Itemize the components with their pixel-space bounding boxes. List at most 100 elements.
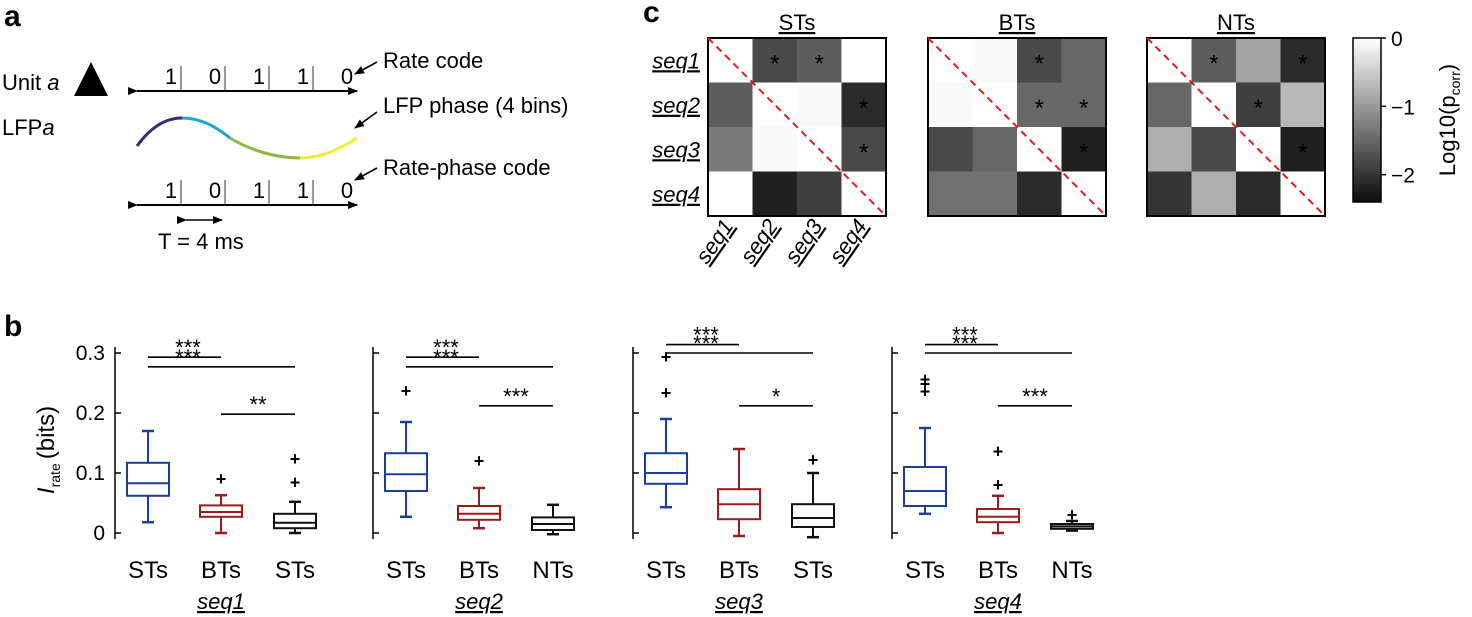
heatmap-cell bbox=[1280, 127, 1326, 172]
significance-label: *** bbox=[433, 335, 459, 360]
y-tick-label: 0.1 bbox=[76, 462, 105, 485]
panel-title: seq3 bbox=[715, 589, 763, 614]
rate-code-annotation: Rate code bbox=[383, 48, 483, 73]
column-label: seq3 bbox=[779, 214, 827, 268]
rate-phase-code-bins: 1 0 1 1 0 bbox=[165, 178, 353, 204]
panel-b-ylabel: Irate (bits) bbox=[33, 406, 63, 494]
rate-bit: 0 bbox=[209, 64, 221, 89]
colorbar-label-suffix: ) bbox=[1435, 64, 1460, 71]
box-iqr bbox=[644, 452, 688, 485]
y-axis-label: Irate (bits) bbox=[33, 406, 63, 494]
heatmap-cell bbox=[1147, 171, 1192, 217]
panel-title: seq1 bbox=[197, 589, 245, 614]
rate-phase-code-annotation: Rate-phase code bbox=[383, 155, 551, 180]
heatmap-cell bbox=[797, 38, 842, 83]
column-label: seq1 bbox=[690, 215, 738, 268]
x-tick-label: STs bbox=[793, 557, 833, 584]
panel-c-heatmaps: * ***STs** **BTs* ***NTsseq1seq2seq3seq4seq… bbox=[652, 10, 1326, 268]
rate-phase-code-pointer bbox=[354, 167, 378, 181]
column-label: seq2 bbox=[735, 215, 783, 268]
phase-bit: 0 bbox=[209, 178, 221, 203]
significance-star: * bbox=[1254, 95, 1263, 122]
heatmap-cell bbox=[1236, 171, 1281, 217]
heatmap-STs: * ***STs bbox=[707, 10, 887, 217]
phase-bit: 0 bbox=[341, 178, 353, 203]
heatmap-cell bbox=[1061, 82, 1107, 128]
x-tick-label: STs bbox=[275, 557, 315, 584]
heatmap-cell bbox=[708, 171, 753, 217]
panel-label-a: a bbox=[4, 0, 21, 33]
box-iqr bbox=[126, 461, 170, 497]
y-axis-label-sub: rate bbox=[47, 463, 63, 487]
y-tick-label: 0.3 bbox=[76, 342, 105, 365]
x-tick-label: STs bbox=[128, 557, 168, 584]
significance-star: * bbox=[1035, 95, 1044, 122]
heatmap-cell bbox=[928, 82, 973, 128]
colorbar: 0 −1 −2 Log10(pcorr) bbox=[1352, 28, 1463, 203]
colorbar-tick-label: 0 bbox=[1391, 28, 1403, 51]
x-tick-label: BTs bbox=[459, 557, 499, 584]
significance-label: *** bbox=[175, 335, 201, 360]
heatmap-cell bbox=[797, 82, 842, 128]
colorbar-label: Log10(pcorr) bbox=[1435, 64, 1463, 176]
box-STs: ++ bbox=[644, 347, 688, 509]
heatmap-cell bbox=[1147, 82, 1192, 128]
box-NTs: + bbox=[791, 450, 835, 539]
y-tick-label: 0 bbox=[93, 522, 105, 545]
heatmap-cell bbox=[797, 171, 842, 217]
outlier-marker: + bbox=[920, 369, 931, 389]
box-NTs: + bbox=[1050, 505, 1094, 532]
heatmap-cell bbox=[1017, 171, 1062, 217]
box-NTs bbox=[531, 503, 575, 536]
lfp-phase-annotation: LFP phase (4 bins) bbox=[383, 93, 568, 118]
box-iqr bbox=[791, 503, 835, 529]
lfp-phase-pointer bbox=[354, 111, 378, 129]
heatmap-frame bbox=[1146, 37, 1326, 217]
lfp-phase-bin-1 bbox=[135, 116, 183, 147]
box-NTs: ++ bbox=[273, 449, 317, 535]
panel-title: seq4 bbox=[974, 589, 1022, 614]
heatmap-cell bbox=[841, 38, 887, 83]
heatmap-cell bbox=[1017, 38, 1062, 83]
outlier-marker: + bbox=[993, 441, 1004, 461]
significance-star: * bbox=[1079, 139, 1088, 166]
phase-bit: 1 bbox=[297, 178, 309, 203]
unit-label-var: a bbox=[47, 70, 59, 95]
y-axis-label-unit: (bits) bbox=[33, 406, 60, 459]
heatmap-title: BTs bbox=[999, 10, 1036, 35]
heatmap-cell bbox=[972, 38, 1018, 83]
rate-bit: 1 bbox=[297, 64, 309, 89]
row-label: seq4 bbox=[652, 182, 700, 207]
significance-star: * bbox=[1079, 95, 1088, 122]
heatmap-cell bbox=[1061, 38, 1107, 83]
rate-bit: 0 bbox=[341, 64, 353, 89]
colorbar-tick-label: −1 bbox=[1391, 96, 1415, 119]
heatmap-cell bbox=[752, 38, 798, 83]
outlier-marker: + bbox=[474, 451, 485, 471]
box-iqr bbox=[384, 452, 428, 493]
box-iqr bbox=[903, 466, 947, 507]
heatmap-cell bbox=[928, 127, 973, 172]
heatmap-cell bbox=[1236, 82, 1281, 128]
x-tick-label: STs bbox=[386, 557, 426, 584]
outlier-marker: + bbox=[1067, 505, 1078, 525]
significance-label: ** bbox=[249, 392, 267, 417]
significance-star: * bbox=[1298, 50, 1307, 77]
phase-bit: 1 bbox=[253, 178, 265, 203]
colorbar-ticks: 0 −1 −2 bbox=[1381, 28, 1415, 188]
row-label: seq1 bbox=[652, 48, 700, 73]
heatmap-cell bbox=[972, 171, 1018, 217]
x-tick-label: NTs bbox=[532, 557, 573, 584]
significance-label: *** bbox=[952, 331, 978, 356]
heatmap-cell bbox=[928, 171, 973, 217]
significance-star: * bbox=[1209, 50, 1218, 77]
significance-label: *** bbox=[1022, 384, 1048, 409]
heatmap-cell bbox=[972, 127, 1018, 172]
significance-label: * bbox=[772, 384, 781, 409]
diagonal-line bbox=[707, 37, 887, 217]
lfp-label: LFPa bbox=[2, 115, 55, 140]
x-tick-label: STs bbox=[905, 557, 945, 584]
